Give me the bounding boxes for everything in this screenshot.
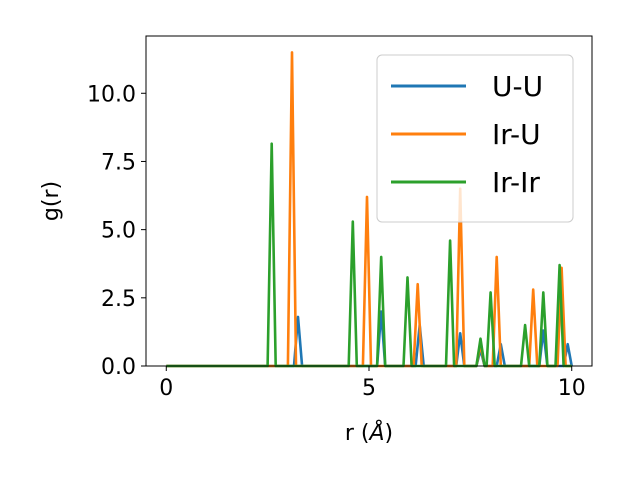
y-tick-label: 10.0 xyxy=(87,82,136,107)
y-axis-label: g(r) xyxy=(39,181,64,221)
y-tick-label: 0.0 xyxy=(101,355,136,380)
y-tick-label: 5.0 xyxy=(101,219,136,244)
x-axis-label-main: r ( xyxy=(345,421,370,446)
legend-label-ir-ir: Ir-Ir xyxy=(492,166,540,199)
x-tick-label: 5 xyxy=(362,376,376,401)
legend-label-ir-u: Ir-U xyxy=(492,118,541,151)
y-ticks: 0.0 2.5 5.0 7.5 10.0 xyxy=(87,82,146,380)
legend-box xyxy=(376,54,574,223)
y-tick-label: 2.5 xyxy=(101,287,136,312)
x-axis-label: r (Å) xyxy=(345,419,393,446)
legend: U-U Ir-U Ir-Ir xyxy=(376,54,574,223)
legend-label-u-u: U-U xyxy=(492,70,543,103)
y-tick-label: 7.5 xyxy=(101,150,136,175)
x-tick-label: 10 xyxy=(558,376,586,401)
x-axis-label-close: ) xyxy=(385,421,394,446)
x-ticks: 0 5 10 xyxy=(159,366,586,401)
x-axis-label-unit: Å xyxy=(367,419,384,446)
x-tick-label: 0 xyxy=(159,376,173,401)
